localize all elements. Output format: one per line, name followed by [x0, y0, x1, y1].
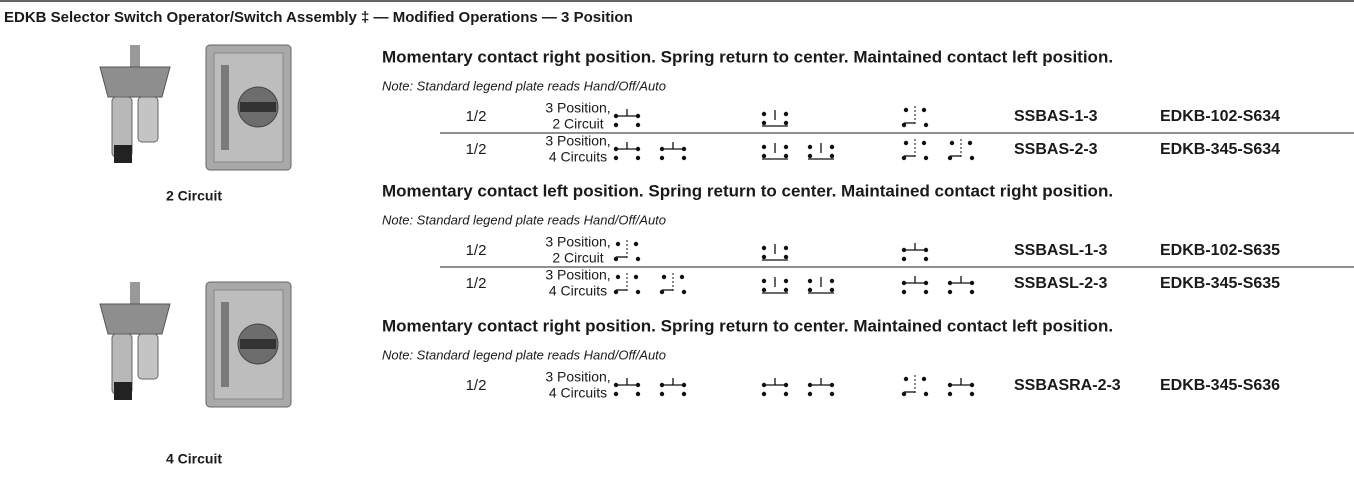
catalog-number: SSBAS-2-3: [1014, 141, 1098, 158]
catalog-number: SSBASRA-2-3: [1014, 377, 1121, 394]
size: 1/2: [466, 242, 487, 259]
catalog-number: EDKB-102-S635: [1160, 242, 1280, 259]
description: 3 Position,: [545, 267, 610, 283]
catalog-number: SSBASL-1-3: [1014, 242, 1107, 259]
description: 3 Position,: [545, 133, 610, 149]
contact-diagram: [901, 374, 929, 397]
description: 4 Circuits: [549, 283, 607, 299]
contact-diagram: [761, 276, 789, 294]
contact-diagram: [807, 276, 835, 294]
size: 1/2: [466, 275, 487, 292]
legend-note: Note: Standard legend plate reads Hand/O…: [382, 212, 666, 227]
size: 1/2: [466, 108, 487, 125]
description: 2 Circuit: [552, 250, 603, 266]
contact-diagram: [901, 242, 929, 262]
description: 4 Circuits: [549, 385, 607, 401]
catalog-number: EDKB-345-S634: [1160, 141, 1280, 158]
size: 1/2: [466, 141, 487, 158]
section-heading: Momentary contact right position. Spring…: [382, 316, 1113, 335]
contact-diagram: [901, 105, 929, 128]
image-caption: 2 Circuit: [166, 188, 222, 204]
contact-diagram: [901, 275, 929, 295]
contact-diagram: [613, 272, 641, 295]
catalog-number: SSBAS-1-3: [1014, 108, 1098, 125]
contact-diagram: [761, 142, 789, 160]
enclosure-image: [205, 281, 292, 408]
contact-diagram: [901, 138, 929, 161]
contact-diagram: [761, 243, 789, 261]
contact-diagram: [807, 377, 835, 397]
contact-diagram: [761, 109, 789, 127]
description: 4 Circuits: [549, 149, 607, 165]
enclosure-image: [205, 44, 292, 171]
contact-diagram: [807, 142, 835, 160]
operator-image: [99, 44, 171, 164]
size: 1/2: [466, 377, 487, 394]
catalog-number: SSBASL-2-3: [1014, 275, 1107, 292]
legend-note: Note: Standard legend plate reads Hand/O…: [382, 347, 666, 362]
page-title: EDKB Selector Switch Operator/Switch Ass…: [4, 9, 633, 26]
operator-image: [99, 281, 171, 401]
contact-diagram: [613, 377, 641, 397]
catalog-number: EDKB-345-S636: [1160, 377, 1280, 394]
contact-diagram: [761, 377, 789, 397]
contact-diagram: [659, 141, 687, 161]
description: 3 Position,: [545, 234, 610, 250]
contact-diagram: [613, 141, 641, 161]
legend-note: Note: Standard legend plate reads Hand/O…: [382, 78, 666, 93]
contact-diagram: [659, 272, 687, 295]
description: 2 Circuit: [552, 116, 603, 132]
contact-diagram: [613, 239, 641, 262]
contact-diagram: [947, 275, 975, 295]
contact-diagram: [613, 108, 641, 128]
catalog-number: EDKB-345-S635: [1160, 275, 1280, 292]
description: 3 Position,: [545, 100, 610, 116]
contact-diagram: [947, 377, 975, 397]
section-heading: Momentary contact left position. Spring …: [382, 181, 1113, 200]
contact-diagram: [947, 138, 975, 161]
description: 3 Position,: [545, 369, 610, 385]
image-caption: 4 Circuit: [166, 451, 222, 467]
section-heading: Momentary contact right position. Spring…: [382, 47, 1113, 66]
catalog-number: EDKB-102-S634: [1160, 108, 1280, 125]
contact-diagram: [659, 377, 687, 397]
